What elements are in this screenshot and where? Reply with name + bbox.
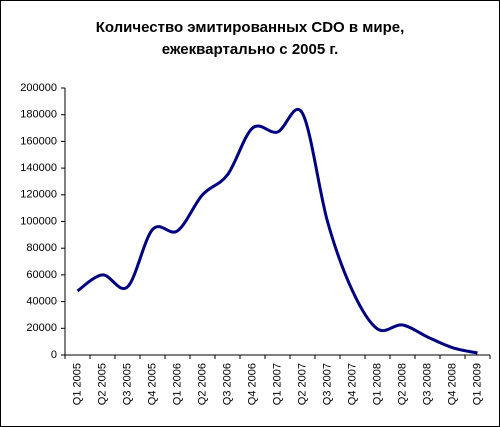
x-tick-label: Q1 2005 [71, 363, 83, 405]
x-tick-label: Q2 2008 [396, 363, 408, 405]
y-tick-label: 120000 [20, 189, 57, 201]
chart-title: Количество эмитированных CDO в мире, [96, 19, 405, 36]
x-tick-label: Q1 2008 [371, 363, 383, 405]
x-tick-label: Q3 2005 [121, 363, 133, 405]
y-tick-label: 100000 [20, 215, 57, 227]
y-tick-label: 200000 [20, 82, 57, 94]
x-tick-label: Q3 2008 [421, 363, 433, 405]
x-tick-label: Q2 2007 [296, 363, 308, 405]
y-tick-label: 40000 [26, 296, 57, 308]
data-line [76, 108, 478, 355]
x-tick-label: Q3 2006 [221, 363, 233, 405]
chart-title: ежеквартально с 2005 г. [162, 41, 339, 58]
x-tick-label: Q3 2007 [321, 363, 333, 405]
x-tick-label: Q4 2007 [346, 363, 358, 405]
x-tick-label: Q1 2007 [271, 363, 283, 405]
x-tick-label: Q1 2006 [171, 363, 183, 405]
x-tick-label: Q4 2005 [146, 363, 158, 405]
x-tick-label: Q2 2006 [196, 363, 208, 405]
x-tick-label: Q2 2005 [96, 363, 108, 405]
y-tick-label: 20000 [26, 322, 57, 334]
y-tick-label: 60000 [26, 269, 57, 281]
x-tick-label: Q4 2008 [446, 363, 458, 405]
y-tick-label: 160000 [20, 135, 57, 147]
y-tick-label: 140000 [20, 162, 57, 174]
y-tick-label: 80000 [26, 242, 57, 254]
y-tick-label: 180000 [20, 109, 57, 121]
y-tick-label: 0 [51, 349, 57, 361]
x-tick-label: Q4 2006 [246, 363, 258, 405]
x-tick-label: Q1 2009 [471, 363, 483, 405]
